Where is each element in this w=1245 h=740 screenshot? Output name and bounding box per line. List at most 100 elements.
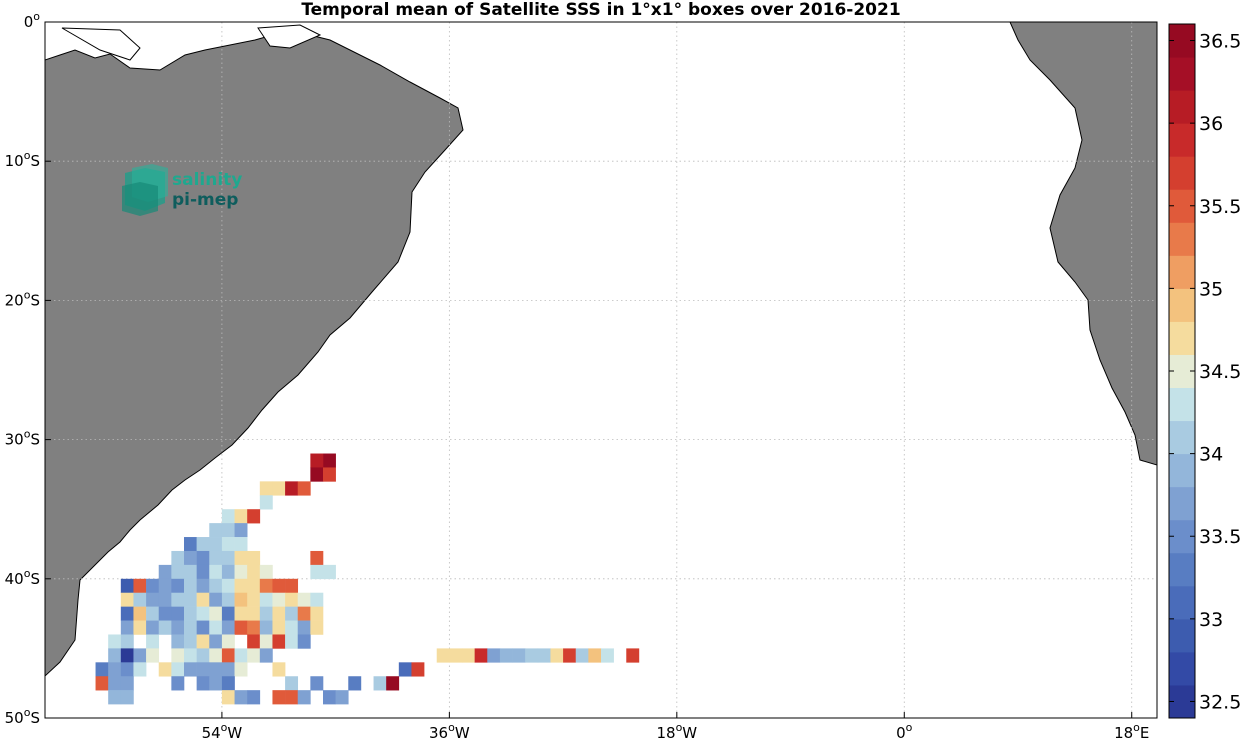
sss-cell bbox=[171, 620, 185, 635]
colorbar-swatch bbox=[1169, 552, 1195, 587]
sss-cell bbox=[209, 578, 223, 594]
sss-cell bbox=[196, 550, 210, 566]
sss-cell bbox=[146, 592, 160, 607]
sss-cell bbox=[247, 592, 261, 607]
sss-cell bbox=[310, 676, 324, 691]
sss-cell bbox=[285, 481, 299, 496]
sss-cell bbox=[120, 606, 134, 621]
sss-cell bbox=[209, 648, 223, 663]
sss-cell bbox=[108, 634, 122, 649]
sss-cell bbox=[221, 509, 235, 524]
sss-cell bbox=[272, 592, 286, 607]
colorbar-tick-label: 34.5 bbox=[1199, 361, 1241, 383]
y-tick-label: 20oS bbox=[5, 288, 40, 309]
sss-cell bbox=[221, 550, 235, 566]
sss-cell bbox=[221, 690, 235, 705]
sss-cell bbox=[221, 648, 235, 663]
sss-cell bbox=[247, 578, 261, 594]
sss-cell bbox=[247, 606, 261, 621]
sss-cell bbox=[259, 648, 273, 663]
y-tick-label: 30oS bbox=[5, 428, 40, 449]
sss-cell bbox=[297, 690, 311, 705]
sss-cell bbox=[196, 578, 210, 594]
colorbar-swatch bbox=[1169, 453, 1195, 488]
sss-cell bbox=[247, 648, 261, 663]
sss-cell bbox=[108, 690, 122, 705]
colorbar-swatch bbox=[1169, 486, 1195, 521]
colorbar-swatch bbox=[1169, 90, 1195, 124]
sss-cell bbox=[462, 648, 475, 663]
sss-cell bbox=[310, 564, 324, 580]
sss-cell bbox=[234, 550, 248, 566]
sss-cell bbox=[184, 578, 197, 594]
sss-cell bbox=[323, 690, 336, 705]
sss-cell bbox=[120, 634, 134, 649]
sss-cell bbox=[196, 676, 210, 691]
y-tick-label: 50oS bbox=[5, 706, 40, 727]
sss-cell bbox=[234, 578, 248, 594]
sss-cell bbox=[221, 606, 235, 621]
sss-cell bbox=[272, 481, 286, 496]
sss-cell bbox=[563, 648, 577, 663]
sss-cell bbox=[184, 606, 197, 621]
sss-cell bbox=[285, 676, 299, 691]
sss-cell bbox=[171, 606, 185, 621]
sss-cell bbox=[436, 648, 450, 663]
sss-cells bbox=[95, 453, 640, 705]
salinity-pi-mep-logo: salinity pi-mep bbox=[122, 164, 242, 216]
sss-cell bbox=[171, 578, 185, 594]
sss-cell bbox=[285, 620, 299, 635]
sss-cell bbox=[259, 564, 273, 580]
sss-cell bbox=[209, 676, 223, 691]
colorbar-swatch bbox=[1169, 123, 1195, 157]
colorbar-tick-label: 36.5 bbox=[1199, 31, 1241, 53]
sss-cell bbox=[234, 523, 248, 538]
map-area[interactable] bbox=[44, 21, 1158, 719]
colorbar-tick-label: 36 bbox=[1199, 113, 1223, 135]
sss-cell bbox=[259, 495, 273, 510]
logo-text-pi-mep: pi-mep bbox=[172, 190, 238, 210]
sss-cell bbox=[272, 606, 286, 621]
sss-cell bbox=[146, 620, 160, 635]
colorbar-swatch bbox=[1169, 321, 1195, 355]
logo-cube-icon bbox=[122, 164, 168, 216]
sss-cell bbox=[575, 648, 589, 663]
colorbar-tick-label: 35.5 bbox=[1199, 196, 1241, 218]
sss-cell bbox=[537, 648, 551, 663]
sss-cell bbox=[133, 606, 147, 621]
sss-cell bbox=[310, 592, 324, 607]
sss-cell bbox=[272, 690, 286, 705]
latitude-axis: 0o 10oS 20oS 30oS 40oS 50oS bbox=[5, 10, 51, 727]
map-frame bbox=[44, 21, 1158, 719]
sss-cell bbox=[259, 634, 273, 649]
sss-cell bbox=[285, 578, 299, 594]
map-title: Temporal mean of Satellite SSS in 1°x1° … bbox=[301, 0, 901, 20]
sss-cell bbox=[221, 662, 235, 677]
sss-cell bbox=[171, 592, 185, 607]
sss-cell bbox=[323, 564, 336, 580]
colorbar-swatch bbox=[1169, 387, 1195, 422]
sss-cell bbox=[133, 620, 147, 635]
sss-cell bbox=[297, 592, 311, 607]
sss-cell bbox=[120, 578, 134, 594]
sss-cell bbox=[184, 620, 197, 635]
sss-cell bbox=[171, 550, 185, 566]
sss-cell bbox=[120, 648, 134, 663]
sss-cell bbox=[171, 648, 185, 663]
sss-cell bbox=[209, 550, 223, 566]
sss-cell bbox=[323, 453, 336, 468]
sss-cell bbox=[108, 676, 122, 691]
sss-cell bbox=[449, 648, 463, 663]
colorbar-tick-label: 34 bbox=[1199, 444, 1223, 466]
sss-cell bbox=[196, 648, 210, 663]
sss-cell bbox=[297, 620, 311, 635]
sss-cell bbox=[285, 634, 299, 649]
sss-cell bbox=[171, 676, 185, 691]
logo-text-salinity: salinity bbox=[172, 170, 242, 190]
sss-cell bbox=[512, 648, 526, 663]
sss-cell bbox=[259, 592, 273, 607]
sss-cell bbox=[158, 578, 172, 594]
sss-cell bbox=[221, 592, 235, 607]
sss-cell bbox=[310, 606, 324, 621]
sss-cell bbox=[158, 620, 172, 635]
